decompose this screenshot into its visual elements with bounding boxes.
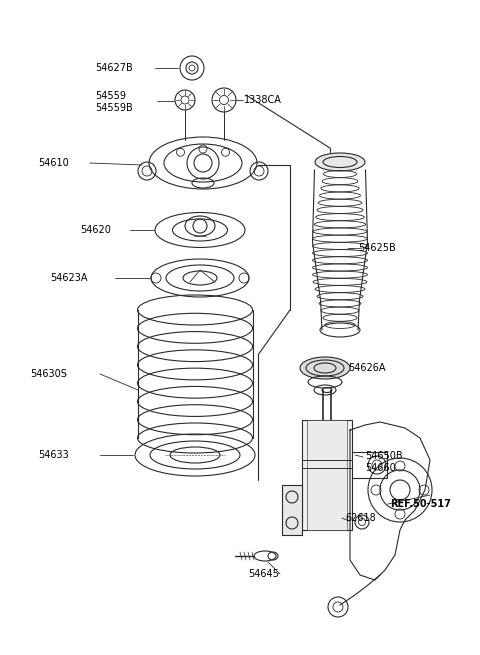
Text: 54645: 54645 — [248, 569, 279, 579]
Text: 54625B: 54625B — [358, 243, 396, 253]
Text: 54660: 54660 — [365, 463, 396, 473]
Text: 54610: 54610 — [38, 158, 69, 168]
Text: 54623A: 54623A — [50, 273, 87, 283]
Ellipse shape — [315, 153, 365, 171]
Text: 54559: 54559 — [95, 91, 126, 101]
Text: 54626A: 54626A — [348, 363, 385, 373]
Text: 54559B: 54559B — [95, 103, 133, 113]
Ellipse shape — [300, 357, 350, 379]
Bar — [282, 485, 302, 535]
Text: 54633: 54633 — [38, 450, 69, 460]
Text: 54620: 54620 — [80, 225, 111, 235]
Bar — [307, 420, 347, 530]
Text: 62618: 62618 — [345, 513, 376, 523]
Text: 54630S: 54630S — [30, 369, 67, 379]
Bar — [302, 420, 352, 530]
Text: 54627B: 54627B — [95, 63, 133, 73]
Text: 1338CA: 1338CA — [244, 95, 282, 105]
Text: 54650B: 54650B — [365, 451, 403, 461]
Text: REF.50-517: REF.50-517 — [390, 499, 451, 509]
